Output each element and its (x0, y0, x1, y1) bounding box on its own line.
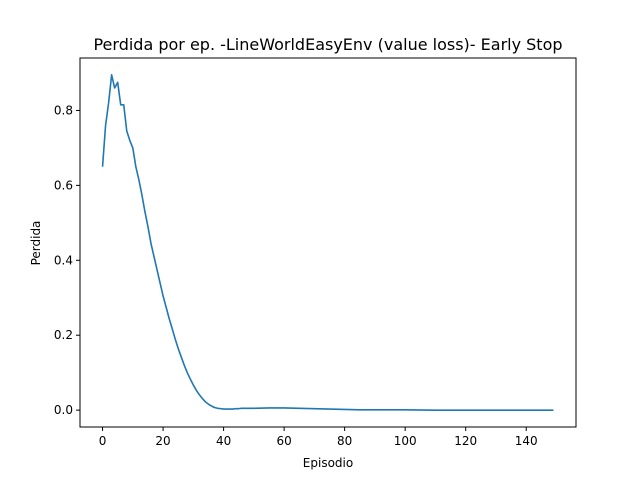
y-tick-label: 0.2 (54, 328, 73, 342)
chart-title: Perdida por ep. -LineWorldEasyEnv (value… (93, 35, 562, 54)
x-axis-label: Episodio (303, 456, 353, 470)
x-tick-label: 60 (276, 434, 291, 448)
y-axis-label: Perdida (29, 221, 43, 266)
axes-frame (79, 57, 577, 428)
y-tick-label: 0.6 (54, 178, 73, 192)
axis-ticks: 0 20 40 60 80 100 120 140 0.0 0.2 0.4 0.6 0.8 (54, 103, 538, 448)
y-tick-label: 0.0 (54, 403, 73, 417)
y-tick-label: 0.8 (54, 103, 73, 117)
x-tick-label: 40 (216, 434, 231, 448)
x-tick-label: 100 (394, 434, 417, 448)
x-tick-label: 0 (99, 434, 107, 448)
plot-area (101, 74, 554, 411)
series-line-0 (101, 74, 554, 411)
y-tick-label: 0.4 (54, 253, 73, 267)
x-tick-label: 140 (515, 434, 538, 448)
x-tick-label: 20 (155, 434, 170, 448)
x-tick-label: 80 (337, 434, 352, 448)
x-tick-label: 120 (454, 434, 477, 448)
